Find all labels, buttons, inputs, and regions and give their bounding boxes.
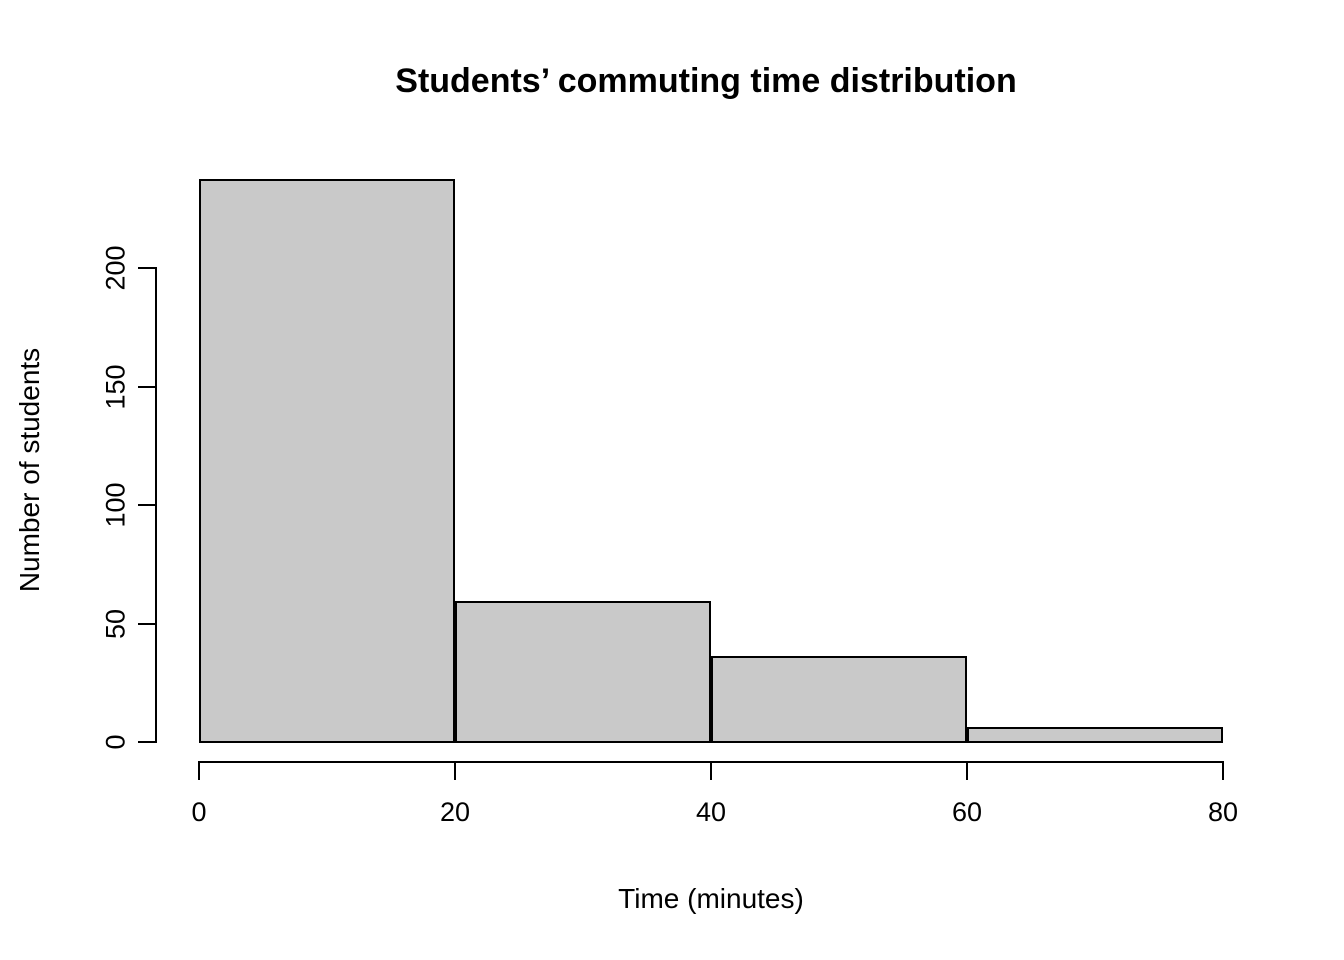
y-tick: [138, 623, 156, 625]
y-tick: [138, 386, 156, 388]
y-axis-line: [155, 267, 157, 743]
histogram-bar: [967, 727, 1223, 743]
x-tick: [710, 761, 712, 780]
histogram-bar: [199, 179, 455, 743]
x-tick: [966, 761, 968, 780]
y-tick: [138, 741, 156, 743]
y-tick-label: 0: [100, 734, 131, 750]
y-tick-label: 150: [100, 364, 131, 410]
x-tick-label: 20: [439, 797, 471, 827]
chart-title: Students’ commuting time distribution: [395, 62, 1017, 100]
x-tick-label: 60: [951, 797, 983, 827]
x-tick-label: 80: [1207, 797, 1239, 827]
y-axis-title: Number of students: [14, 347, 45, 593]
y-tick: [138, 504, 156, 506]
x-tick: [454, 761, 456, 780]
y-tick-label: 200: [100, 245, 131, 291]
x-axis-title: Time (minutes): [618, 883, 804, 914]
y-tick-label: 50: [100, 608, 131, 640]
histogram-bar: [711, 656, 967, 743]
y-tick: [138, 267, 156, 269]
x-tick: [1222, 761, 1224, 780]
x-tick-label: 40: [695, 797, 727, 827]
y-tick-label: 100: [100, 482, 131, 528]
x-tick: [198, 761, 200, 780]
histogram-bar: [455, 601, 711, 743]
x-tick-label: 0: [191, 797, 207, 827]
